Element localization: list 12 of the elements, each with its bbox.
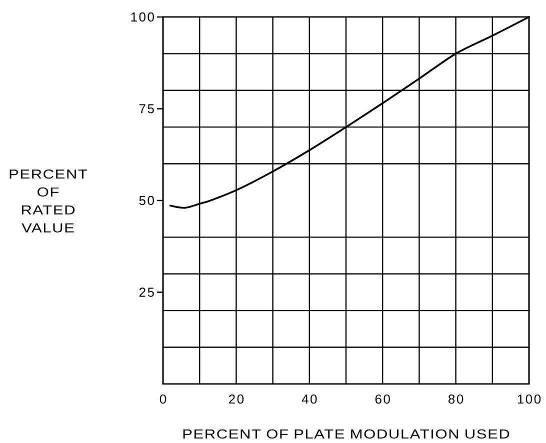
y-tick-label: 100 xyxy=(131,12,154,22)
x-tick-label: 80 xyxy=(448,394,464,404)
x-tick-label: 0 xyxy=(160,394,166,404)
y-axis-title: PERCENT OF RATED VALUE xyxy=(10,170,88,232)
x-tick-label: 20 xyxy=(229,394,244,404)
x-tick-label: 100 xyxy=(518,394,541,404)
x-axis-title: PERCENT OF PLATE MODULATION USED xyxy=(183,429,510,439)
y-tick-label: 25 xyxy=(139,288,154,297)
y-tick-label: 75 xyxy=(139,104,154,114)
y-tick-label: 50 xyxy=(139,196,154,206)
x-tick-label: 40 xyxy=(302,394,317,404)
x-tick-label: 60 xyxy=(375,394,390,404)
